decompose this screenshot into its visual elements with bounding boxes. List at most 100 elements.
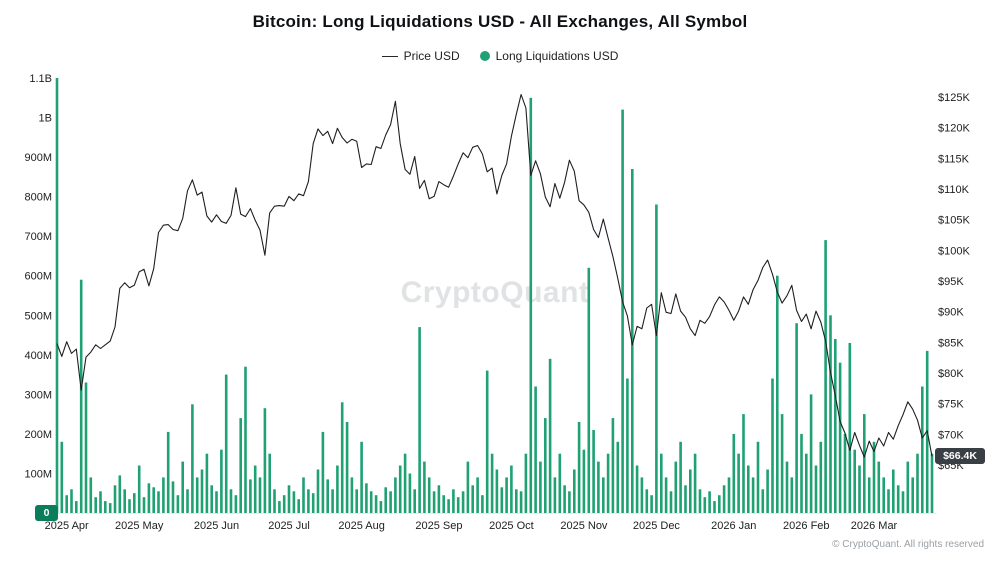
liquidation-bar [340, 402, 344, 513]
liquidation-bar [466, 461, 470, 513]
liquidation-bar [108, 503, 112, 513]
liquidation-bar [278, 501, 281, 513]
right-axis-tick-label: $100K [938, 245, 970, 257]
liquidation-bar [829, 315, 832, 513]
liquidation-bar [635, 465, 639, 513]
right-axis-tick-label: $85K [938, 337, 964, 349]
liquidation-bar [447, 499, 450, 513]
liquidation-bar [239, 418, 242, 513]
liquidation-bar [442, 495, 445, 513]
liquidation-bar [490, 453, 494, 513]
liquidation-bar [374, 495, 378, 513]
liquidation-bar [529, 97, 533, 514]
x-axis-tick-label: 2026 Jan [711, 520, 756, 532]
liquidation-bar [660, 453, 663, 513]
liquidation-bar [930, 453, 934, 513]
liquidation-bar [157, 491, 160, 514]
liquidation-bar [452, 489, 455, 513]
liquidation-bar [200, 469, 204, 513]
liquidation-bar [360, 441, 363, 513]
x-axis-tick-label: 2025 Jun [194, 520, 239, 532]
liquidation-bar [297, 499, 300, 513]
left-axis-tick-label: 800M [24, 192, 52, 204]
liquidation-bar [427, 477, 431, 513]
liquidation-bar [456, 497, 460, 513]
liquidation-bar [722, 485, 726, 513]
liquidation-bar [365, 483, 368, 513]
left-axis-tick-label: 1.1B [29, 73, 52, 85]
liquidation-bar [713, 501, 716, 513]
liquidation-bar [718, 495, 721, 513]
liquidation-bar [471, 485, 474, 513]
liquidation-bar [485, 370, 489, 513]
liquidation-bar [558, 453, 562, 513]
liquidation-bar [708, 491, 711, 514]
liquidation-bar [432, 491, 436, 514]
liquidation-bar [316, 469, 320, 513]
price-line [56, 93, 933, 458]
liquidation-bar [655, 204, 658, 513]
liquidation-bar [916, 453, 919, 513]
legend-item-price[interactable]: Price USD [381, 49, 460, 63]
x-axis-tick-label: 2025 Dec [633, 520, 681, 532]
right-axis-tick-label: $80K [938, 368, 964, 380]
liquidation-bar [650, 495, 653, 513]
liquidation-bar [191, 404, 194, 514]
right-axis-tick-label: $95K [938, 276, 964, 288]
left-axis-tick-label: 700M [24, 231, 52, 243]
liquidation-bar [882, 477, 885, 513]
liquidation-bar [461, 491, 465, 514]
liquidation-bar [437, 485, 441, 513]
liquidation-bar [268, 453, 271, 513]
liquidation-bar [181, 461, 184, 513]
liquidation-bar [369, 491, 373, 514]
liquidation-bar [795, 323, 798, 513]
liquidation-bar [142, 497, 146, 513]
liquidation-bar [60, 441, 64, 513]
liquidation-bar [776, 275, 779, 513]
liquidation-bar [423, 461, 426, 513]
left-axis-tick-label: 900M [24, 152, 52, 164]
liquidation-bar [684, 485, 687, 513]
liquidation-bar [621, 109, 624, 513]
liquidation-bar [906, 461, 910, 513]
liquidation-bar [587, 267, 591, 513]
liquidation-bar [384, 487, 387, 513]
liquidation-bar [544, 418, 547, 513]
liquidation-bar [631, 169, 634, 513]
liquidation-bar [287, 485, 291, 513]
liquidation-bar [394, 477, 397, 513]
liquidation-bar [747, 465, 750, 513]
liquidation-bar [872, 441, 876, 513]
liquidation-bar [602, 477, 605, 513]
legend-item-liquidations[interactable]: Long Liquidations USD [479, 49, 618, 63]
right-axis-tick-label: $110K [938, 184, 970, 196]
liquidation-bar [838, 362, 842, 513]
liquidation-bar [418, 327, 421, 513]
x-axis-tick-label: 2025 Aug [338, 520, 385, 532]
liquidation-bar [113, 485, 117, 513]
liquidation-bar [403, 453, 407, 513]
right-axis-tick-label: $105K [938, 215, 970, 227]
liquidation-bar [345, 422, 349, 513]
x-axis-tick-label: 2025 Nov [560, 520, 608, 532]
liquidations-dot-icon [479, 51, 490, 61]
liquidation-bar [606, 453, 610, 513]
liquidation-bar [133, 493, 136, 513]
liquidation-bar [785, 461, 789, 513]
x-axis-tick-label: 2025 Sep [415, 520, 462, 532]
liquidation-bar [553, 477, 557, 513]
current-price-badge: $66.4K [935, 448, 985, 464]
liquidation-bar [771, 378, 774, 513]
liquidation-bar [84, 382, 88, 513]
liquidation-bar [70, 489, 73, 513]
liquidation-bar [592, 430, 595, 513]
liquidation-bar [843, 433, 847, 513]
liquidation-bar [573, 469, 576, 513]
liquidation-bar [171, 481, 175, 513]
liquidation-bar [548, 358, 552, 513]
left-axis-tick-label: 500M [24, 310, 52, 322]
copyright-footer: © CryptoQuant. All rights reserved [832, 539, 984, 550]
